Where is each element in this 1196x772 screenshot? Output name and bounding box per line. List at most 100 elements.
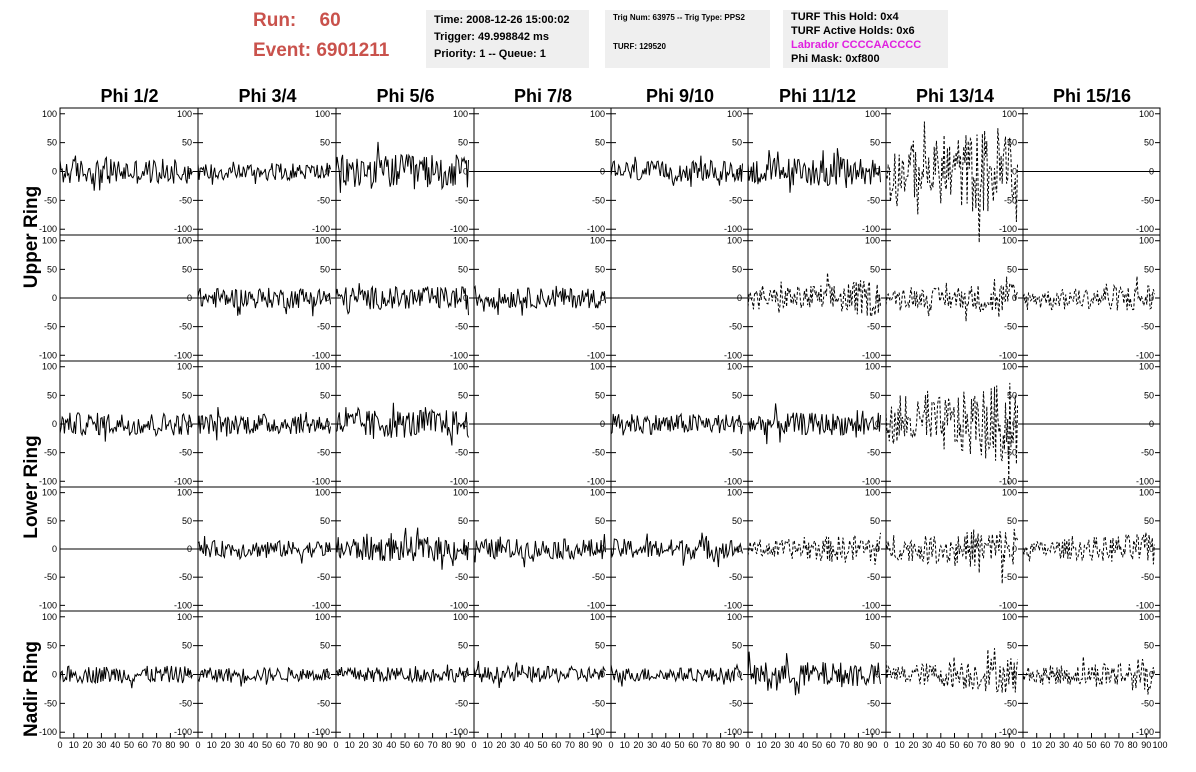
- y-tick-label: -100: [450, 350, 468, 360]
- x-tick-label: 60: [551, 740, 561, 750]
- hold-line: TURF This Hold: 0x4: [791, 11, 899, 23]
- y-tick-label: 100: [42, 488, 57, 498]
- y-tick-label: -50: [592, 698, 605, 708]
- y-tick-label: 50: [870, 390, 880, 400]
- y-tick-label: 50: [1144, 138, 1154, 148]
- x-tick-label: 70: [840, 740, 850, 750]
- y-tick-label: -100: [1136, 600, 1154, 610]
- column-header: Phi 11/12: [778, 86, 857, 106]
- waveform-trace: [59, 665, 193, 689]
- x-tick-label: 70: [1114, 740, 1124, 750]
- x-tick-label: 50: [949, 740, 959, 750]
- x-tick-label: 20: [359, 740, 369, 750]
- x-tick-label: 60: [138, 740, 148, 750]
- y-tick-label: -100: [862, 224, 880, 234]
- x-tick-label: 20: [221, 740, 231, 750]
- y-tick-label: 100: [865, 236, 880, 246]
- y-tick-label: 100: [177, 236, 192, 246]
- y-tick-label: -50: [317, 698, 330, 708]
- panel-frame: [59, 610, 199, 739]
- panel-frame: [335, 360, 475, 488]
- y-tick-label: -100: [312, 727, 330, 737]
- y-tick-label: 100: [865, 362, 880, 372]
- x-tick-label: 40: [386, 740, 396, 750]
- column-header: Phi 3/4: [238, 86, 297, 106]
- x-tick-label: 30: [372, 740, 382, 750]
- y-tick-label: 100: [865, 109, 880, 119]
- y-tick-label: -100: [174, 727, 192, 737]
- trigger-line: Trigger: 49.998842 ms: [434, 31, 549, 43]
- y-tick-label: -100: [999, 476, 1017, 486]
- column-header: Phi 9/10: [645, 86, 715, 106]
- y-tick-label: 50: [1007, 390, 1017, 400]
- y-tick-label: -50: [455, 698, 468, 708]
- y-tick-label: 100: [727, 612, 742, 622]
- x-tick-label: 80: [1128, 740, 1138, 750]
- event-label: Event: 6901211: [253, 40, 389, 62]
- y-tick-label: -100: [312, 350, 330, 360]
- waveform-trace: [1022, 656, 1155, 695]
- y-tick-label: 100: [42, 612, 57, 622]
- y-tick-label: 50: [732, 516, 742, 526]
- column-header: Phi 5/6: [376, 86, 435, 106]
- y-tick-label: 0: [325, 293, 330, 303]
- x-tick-label: 40: [248, 740, 258, 750]
- y-tick-label: 50: [1144, 264, 1154, 274]
- x-tick-label: 10: [757, 740, 767, 750]
- y-tick-label: 100: [1139, 362, 1154, 372]
- y-tick-label: -100: [312, 476, 330, 486]
- x-tick-label: 80: [991, 740, 1001, 750]
- y-tick-label: -50: [1004, 195, 1017, 205]
- x-tick-label: 0: [1020, 740, 1025, 750]
- panel-frame: [197, 107, 337, 236]
- y-tick-label: 100: [1002, 612, 1017, 622]
- y-tick-label: 0: [52, 293, 57, 303]
- y-tick-label: -50: [1004, 572, 1017, 582]
- y-tick-label: -50: [592, 195, 605, 205]
- y-tick-label: -100: [39, 727, 57, 737]
- y-tick-label: -100: [1136, 350, 1154, 360]
- y-tick-label: 0: [1012, 670, 1017, 680]
- y-tick-label: 0: [875, 167, 880, 177]
- x-tick-label: 0: [883, 740, 888, 750]
- y-tick-label: 50: [595, 138, 605, 148]
- y-tick-label: -100: [450, 600, 468, 610]
- waveform-trace: [610, 663, 743, 687]
- x-tick-label: 20: [771, 740, 781, 750]
- y-tick-label: 50: [320, 516, 330, 526]
- y-tick-label: -50: [1141, 322, 1154, 332]
- event-label-text: Event:: [253, 40, 312, 61]
- y-tick-label: -50: [867, 698, 880, 708]
- y-tick-label: 100: [315, 488, 330, 498]
- x-tick-label: 20: [633, 740, 643, 750]
- x-tick-label: 80: [441, 740, 451, 750]
- x-tick-label: 10: [207, 740, 217, 750]
- x-tick-label: 30: [234, 740, 244, 750]
- y-tick-label: 100: [727, 362, 742, 372]
- y-tick-label: -50: [729, 322, 742, 332]
- y-tick-label: 50: [320, 264, 330, 274]
- y-tick-label: -100: [999, 224, 1017, 234]
- y-tick-label: -50: [729, 448, 742, 458]
- panel-frame: [197, 610, 337, 739]
- y-tick-label: -50: [317, 322, 330, 332]
- y-tick-label: -50: [317, 572, 330, 582]
- column-header: Phi 1/2: [100, 86, 159, 106]
- x-tick-label: 20: [83, 740, 93, 750]
- y-tick-label: -100: [312, 600, 330, 610]
- waveform-trace: [473, 533, 606, 568]
- waveform-trace: [473, 284, 606, 316]
- waveform-trace: [885, 528, 1018, 584]
- y-tick-label: 0: [1149, 544, 1154, 554]
- y-tick-label: 0: [1012, 544, 1017, 554]
- y-tick-label: -50: [867, 448, 880, 458]
- y-tick-label: -100: [1136, 727, 1154, 737]
- y-tick-label: 50: [458, 390, 468, 400]
- x-tick-label: 80: [303, 740, 313, 750]
- y-tick-label: -50: [1141, 572, 1154, 582]
- y-tick-label: -50: [179, 698, 192, 708]
- y-tick-label: -100: [450, 476, 468, 486]
- y-tick-label: 50: [458, 138, 468, 148]
- y-tick-label: 0: [52, 167, 57, 177]
- y-tick-label: 50: [1007, 516, 1017, 526]
